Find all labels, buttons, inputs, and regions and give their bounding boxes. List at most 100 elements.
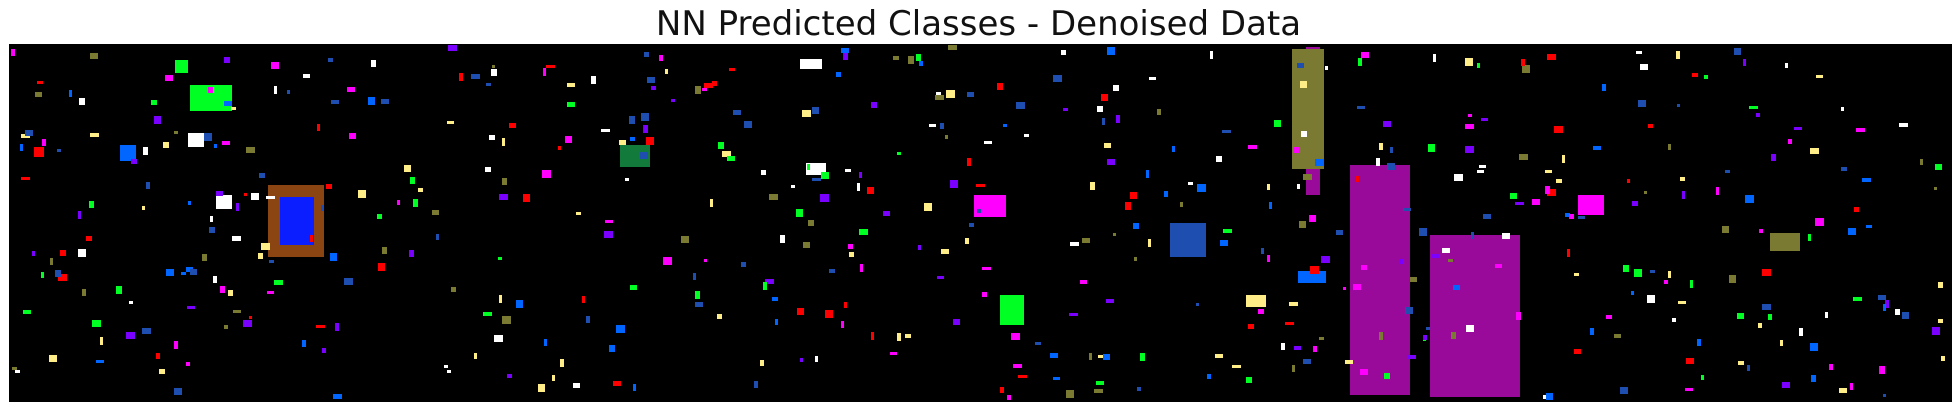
class-patch-purple [448, 45, 457, 51]
class-patch-green [1428, 144, 1435, 152]
class-patch-yellow [358, 190, 366, 198]
class-patch-blue [1848, 228, 1856, 235]
class-patch-purple [1932, 327, 1940, 335]
class-patch-red [1310, 266, 1319, 274]
class-patch-yellow [142, 206, 145, 210]
class-patch-red [646, 137, 654, 145]
class-patch-magenta [1343, 287, 1346, 290]
class-patch-blue [1546, 393, 1553, 400]
class-patch-red [1018, 375, 1027, 378]
class-patch-red [326, 184, 332, 189]
class-patch-yellow [1267, 184, 1270, 190]
class-patch-red [871, 332, 874, 340]
class-patch-white [1466, 325, 1474, 332]
class-patch-purple [154, 116, 161, 124]
class-patch-white [274, 86, 277, 94]
class-patch-yellow [1676, 51, 1680, 59]
class-patch-navy [647, 77, 655, 83]
class-patch-white [1841, 107, 1844, 111]
class-patch-navy [1016, 102, 1025, 109]
class-patch-red [58, 274, 67, 281]
class-patch-yellow [905, 334, 911, 338]
class-patch-olive [1451, 332, 1456, 339]
class-patch-green [1477, 63, 1480, 68]
class-patch-white [1454, 174, 1463, 181]
class-patch-purple [843, 52, 848, 60]
class-patch-green [1853, 297, 1862, 301]
class-patch-yellow [941, 249, 949, 254]
class-patch-yellow [1938, 282, 1943, 288]
class-patch-purple [78, 211, 81, 219]
class-patch-navy [640, 152, 648, 159]
class-patch-navy [1471, 232, 1474, 239]
class-patch-green [92, 320, 101, 327]
class-patch-purple [131, 159, 137, 164]
class-patch-white [780, 235, 785, 243]
class-patch-yellow [1345, 360, 1353, 364]
class-patch-yellow [722, 151, 731, 157]
class-patch-purple [937, 276, 944, 279]
class-patch-red [967, 158, 971, 166]
class-patch-navy [1387, 163, 1395, 170]
class-patch-magenta [1716, 187, 1719, 195]
class-patch-navy [1426, 327, 1430, 330]
class-patch-purple [322, 348, 326, 353]
class-patch-navy [586, 316, 590, 323]
class-patch-yellow [576, 212, 581, 215]
class-patch-purple [1107, 159, 1115, 165]
class-patch-olive [803, 242, 810, 248]
class-patch-red [1547, 54, 1556, 60]
class-patch-blue [1269, 202, 1272, 209]
class-patch-magenta [565, 136, 572, 143]
class-patch-white [857, 183, 860, 191]
class-patch-olive [1448, 259, 1453, 262]
class-patch-green [567, 102, 575, 107]
class-region-navy [1170, 223, 1206, 257]
class-patch-white [1149, 77, 1156, 80]
class-patch-magenta [1011, 333, 1020, 340]
class-patch-yellow [499, 295, 502, 303]
class-patch-purple [1063, 108, 1068, 111]
class-patch-purple [1408, 355, 1416, 359]
class-patch-white [232, 236, 241, 241]
class-patch-white [1895, 309, 1900, 315]
class-patch-navy [1883, 394, 1886, 397]
class-patch-blue [1697, 339, 1701, 346]
class-patch-navy [812, 178, 821, 181]
class-patch-navy [754, 381, 758, 388]
class-patch-blue [1593, 146, 1601, 150]
class-patch-navy [1419, 228, 1427, 236]
class-patch-red [1521, 59, 1525, 66]
class-patch-navy [741, 262, 746, 267]
class-patch-red [582, 296, 585, 303]
class-patch-white [845, 169, 851, 172]
class-patch-magenta [1685, 388, 1693, 391]
class-patch-navy [969, 223, 974, 227]
class-patch-navy [1734, 48, 1741, 55]
class-patch-yellow [560, 359, 564, 367]
class-patch-blue [214, 144, 217, 148]
class-patch-magenta [1664, 280, 1668, 284]
class-patch-navy [55, 270, 61, 277]
class-patch-green [1935, 164, 1942, 170]
class-patch-magenta [848, 244, 853, 249]
class-patch-navy [1620, 387, 1628, 394]
class-patch-red [1125, 202, 1131, 210]
class-patch-navy [1902, 312, 1909, 319]
class-patch-magenta [1258, 309, 1264, 314]
class-patch-navy [471, 74, 480, 79]
class-patch-green [1690, 280, 1693, 288]
class-patch-red [797, 308, 804, 315]
class-patch-blue [1810, 343, 1818, 351]
class-patch-yellow [1668, 271, 1671, 278]
class-patch-magenta [349, 133, 356, 139]
class-patch-yellow [1289, 302, 1298, 306]
class-patch-yellow [760, 360, 764, 366]
class-patch-magenta [890, 352, 897, 355]
class-region-magenta [974, 195, 1006, 217]
class-patch-green [796, 209, 803, 217]
class-patch-navy [1762, 304, 1771, 310]
class-patch-olive [382, 247, 387, 254]
class-patch-yellow [1562, 155, 1565, 163]
class-patch-blue [1565, 213, 1570, 217]
